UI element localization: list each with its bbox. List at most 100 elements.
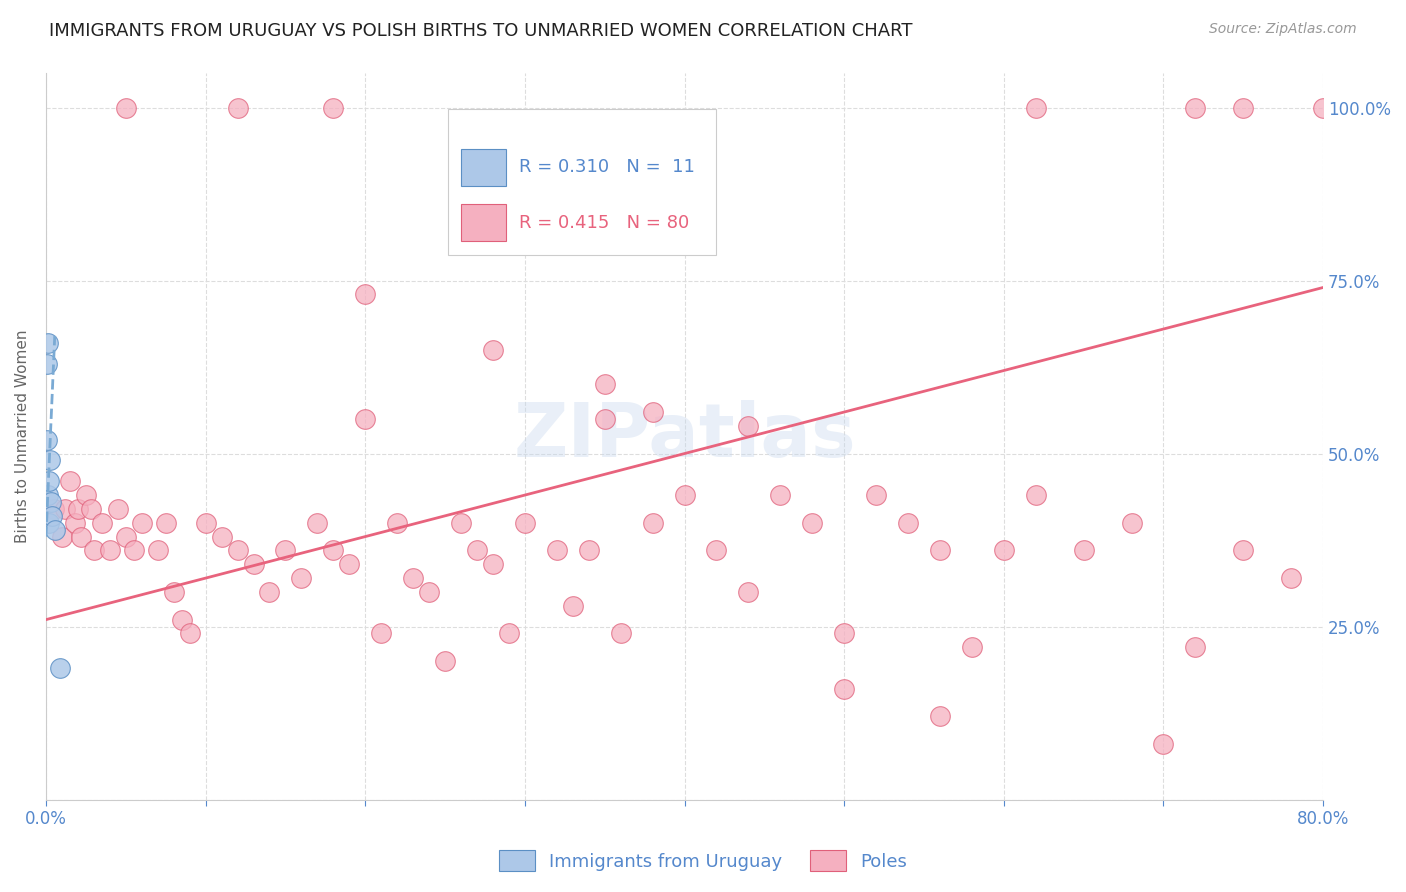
Bar bbox=[461, 149, 506, 186]
Point bbox=[1121, 516, 1143, 530]
Point bbox=[170, 613, 193, 627]
Point bbox=[337, 558, 360, 572]
Point bbox=[673, 488, 696, 502]
Point bbox=[44, 523, 66, 537]
Point bbox=[114, 101, 136, 115]
Point bbox=[482, 343, 505, 357]
Point bbox=[593, 377, 616, 392]
Point bbox=[49, 661, 72, 675]
Point bbox=[865, 488, 887, 502]
Point bbox=[131, 516, 153, 530]
Point bbox=[434, 654, 457, 668]
Point bbox=[706, 543, 728, 558]
Point bbox=[37, 488, 59, 502]
Point bbox=[79, 502, 101, 516]
Point bbox=[194, 516, 217, 530]
Point bbox=[370, 626, 392, 640]
Point bbox=[1184, 101, 1206, 115]
Point bbox=[465, 543, 488, 558]
Point bbox=[385, 516, 408, 530]
FancyBboxPatch shape bbox=[449, 110, 717, 254]
Legend: Immigrants from Uruguay, Poles: Immigrants from Uruguay, Poles bbox=[492, 843, 914, 879]
Point bbox=[38, 474, 60, 488]
Text: R = 0.415   N = 80: R = 0.415 N = 80 bbox=[519, 214, 689, 232]
Point bbox=[1232, 101, 1254, 115]
Point bbox=[39, 453, 62, 467]
Point bbox=[354, 287, 377, 301]
Point bbox=[546, 543, 568, 558]
Point bbox=[498, 626, 520, 640]
Point bbox=[122, 543, 145, 558]
Point bbox=[38, 516, 60, 530]
Point bbox=[42, 502, 65, 516]
Point bbox=[226, 101, 249, 115]
Point bbox=[737, 418, 759, 433]
Point bbox=[482, 558, 505, 572]
Point bbox=[155, 516, 177, 530]
Point bbox=[993, 543, 1015, 558]
Point bbox=[897, 516, 920, 530]
Point bbox=[593, 412, 616, 426]
Point bbox=[929, 543, 952, 558]
Point bbox=[1184, 640, 1206, 655]
Point bbox=[322, 543, 344, 558]
Bar bbox=[461, 204, 506, 241]
Point bbox=[929, 709, 952, 723]
Point bbox=[211, 530, 233, 544]
Point bbox=[450, 516, 472, 530]
Point bbox=[39, 495, 62, 509]
Point bbox=[53, 502, 76, 516]
Point bbox=[307, 516, 329, 530]
Point bbox=[70, 530, 93, 544]
Point bbox=[832, 681, 855, 696]
Point bbox=[418, 585, 440, 599]
Text: IMMIGRANTS FROM URUGUAY VS POLISH BIRTHS TO UNMARRIED WOMEN CORRELATION CHART: IMMIGRANTS FROM URUGUAY VS POLISH BIRTHS… bbox=[49, 22, 912, 40]
Point bbox=[1232, 543, 1254, 558]
Point bbox=[114, 530, 136, 544]
Point bbox=[960, 640, 983, 655]
Point bbox=[59, 474, 82, 488]
Point bbox=[41, 508, 63, 523]
Point bbox=[737, 585, 759, 599]
Point bbox=[561, 599, 583, 613]
Point bbox=[242, 558, 264, 572]
Point bbox=[609, 626, 631, 640]
Point bbox=[402, 571, 425, 585]
Point bbox=[641, 405, 664, 419]
Point bbox=[37, 433, 59, 447]
Point bbox=[75, 488, 97, 502]
Point bbox=[37, 335, 59, 350]
Point bbox=[769, 488, 792, 502]
Point bbox=[801, 516, 824, 530]
Text: R = 0.310   N =  11: R = 0.310 N = 11 bbox=[519, 159, 695, 177]
Point bbox=[832, 626, 855, 640]
Point bbox=[1025, 101, 1047, 115]
Point bbox=[107, 502, 129, 516]
Point bbox=[1025, 488, 1047, 502]
Point bbox=[641, 516, 664, 530]
Point bbox=[90, 516, 112, 530]
Point bbox=[1073, 543, 1095, 558]
Point bbox=[259, 585, 281, 599]
Point bbox=[146, 543, 169, 558]
Point bbox=[290, 571, 312, 585]
Point bbox=[179, 626, 201, 640]
Point bbox=[63, 516, 86, 530]
Point bbox=[1279, 571, 1302, 585]
Point bbox=[226, 543, 249, 558]
Point bbox=[1312, 101, 1334, 115]
Point bbox=[51, 530, 73, 544]
Point bbox=[35, 357, 58, 371]
Point bbox=[513, 516, 536, 530]
Text: ZIPatlas: ZIPatlas bbox=[513, 400, 856, 473]
Point bbox=[98, 543, 121, 558]
Point bbox=[83, 543, 105, 558]
Point bbox=[1153, 737, 1175, 751]
Point bbox=[322, 101, 344, 115]
Point bbox=[274, 543, 297, 558]
Y-axis label: Births to Unmarried Women: Births to Unmarried Women bbox=[15, 329, 30, 543]
Point bbox=[163, 585, 186, 599]
Point bbox=[66, 502, 89, 516]
Point bbox=[578, 543, 600, 558]
Text: Source: ZipAtlas.com: Source: ZipAtlas.com bbox=[1209, 22, 1357, 37]
